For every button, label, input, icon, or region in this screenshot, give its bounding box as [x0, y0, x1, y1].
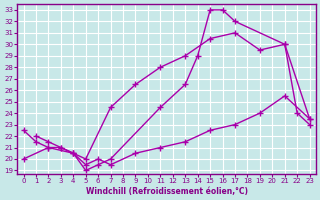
X-axis label: Windchill (Refroidissement éolien,°C): Windchill (Refroidissement éolien,°C): [85, 187, 248, 196]
